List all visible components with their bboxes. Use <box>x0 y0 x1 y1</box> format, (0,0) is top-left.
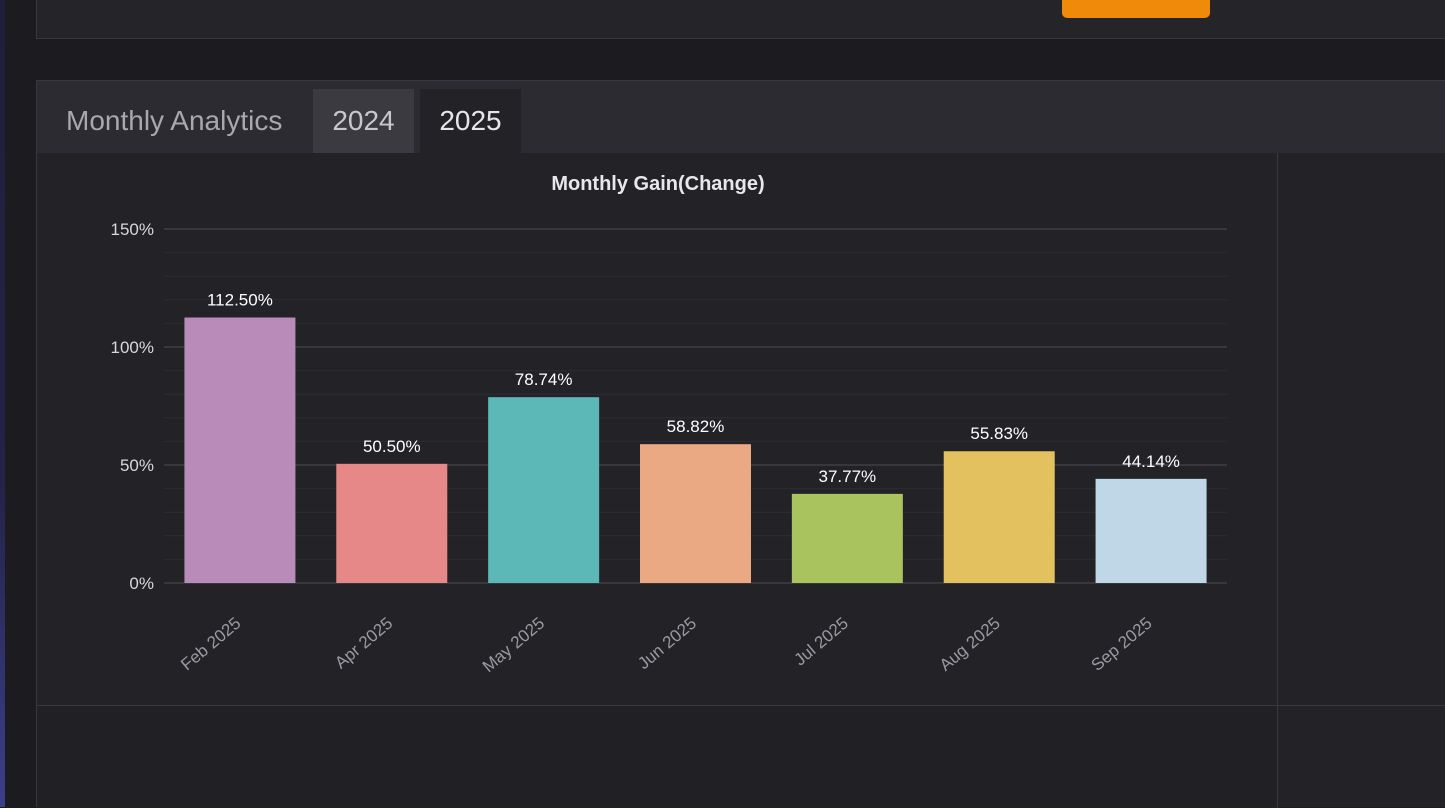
bar-value-label: 37.77% <box>819 467 877 486</box>
x-tick-label: Apr 2025 <box>331 614 396 673</box>
x-tick-label: Jun 2025 <box>634 614 700 674</box>
x-tick-label: Feb 2025 <box>177 614 244 675</box>
x-tick-label: Sep 2025 <box>1088 614 1156 675</box>
bar[interactable] <box>943 451 1055 583</box>
x-tick-label: Aug 2025 <box>936 614 1004 675</box>
monthly-analytics-panel: Monthly Analytics 2024 2025 Monthly Gain… <box>36 80 1445 808</box>
panel-divider-horizontal <box>37 705 1445 706</box>
bottom-panel-area <box>37 706 1277 808</box>
panel-divider-vertical <box>1277 153 1278 808</box>
top-action-button[interactable] <box>1062 0 1210 18</box>
y-tick-label: 150% <box>111 220 154 239</box>
section-title: Monthly Analytics <box>66 105 283 136</box>
top-panel <box>36 0 1445 39</box>
bar-value-label: 55.83% <box>970 424 1028 443</box>
bar[interactable] <box>640 444 751 583</box>
bar-value-label: 58.82% <box>667 417 725 436</box>
chart-container: Monthly Gain(Change) 0% 50% 100% 150% 112.50%… <box>37 153 1277 705</box>
bar[interactable] <box>488 397 600 583</box>
bar[interactable] <box>336 463 448 583</box>
bar[interactable] <box>1095 478 1207 583</box>
monthly-gain-chart: Monthly Gain(Change) 0% 50% 100% 150% 112.50%… <box>111 173 1227 677</box>
x-tick-label: Jul 2025 <box>790 614 851 670</box>
tab-2025[interactable]: 2025 <box>420 89 521 153</box>
tab-bar: Monthly Analytics 2024 2025 <box>37 81 1445 153</box>
bar-value-label: 44.14% <box>1122 452 1180 471</box>
chart-title: Monthly Gain(Change) <box>551 173 764 195</box>
bar[interactable] <box>184 317 296 584</box>
bar-value-label: 78.74% <box>515 370 573 389</box>
tab-2024[interactable]: 2024 <box>313 89 414 153</box>
y-tick-label: 50% <box>120 456 154 475</box>
bar[interactable] <box>791 493 903 583</box>
x-tick-label: May 2025 <box>479 614 548 677</box>
left-edge-strip <box>0 0 5 807</box>
bar-value-label: 50.50% <box>363 437 421 456</box>
bar-value-label: 112.50% <box>207 291 273 310</box>
y-tick-label: 100% <box>111 338 154 357</box>
y-tick-label: 0% <box>129 574 154 593</box>
